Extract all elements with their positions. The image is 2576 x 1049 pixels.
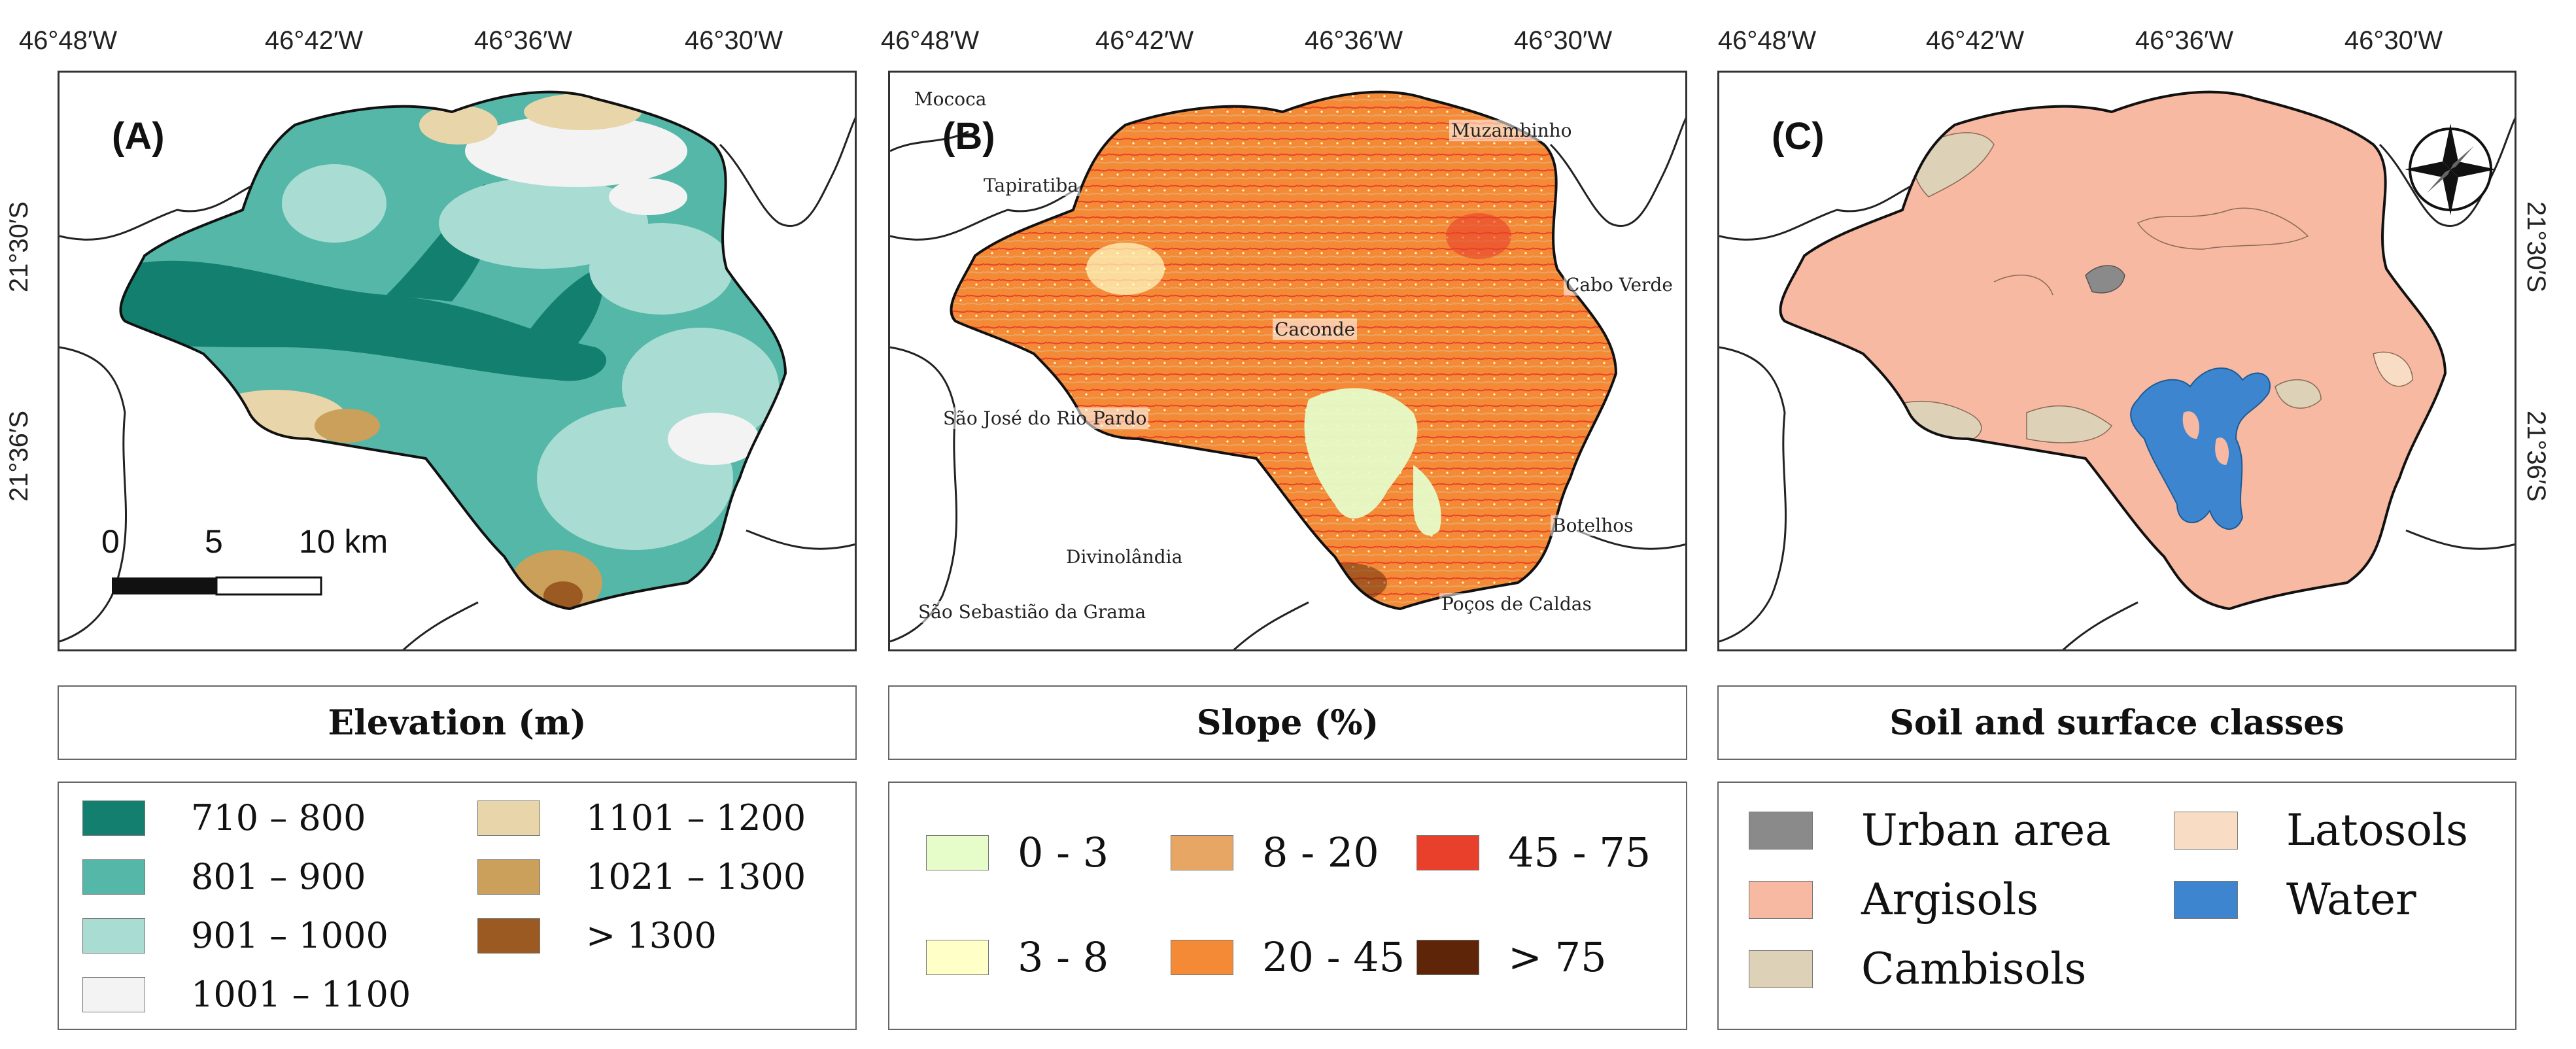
lon-tick-a-1: 46°48′W	[18, 26, 118, 55]
legend-item: 901 – 1000	[82, 915, 388, 956]
legend-item: 8 - 20	[1171, 829, 1379, 876]
panel-label-a: (A)	[112, 115, 165, 158]
legend-swatch	[1417, 939, 1479, 975]
legend-slope: 0 - 3 3 - 8 8 - 20 20 - 45 45 - 75 > 75	[888, 782, 1687, 1030]
legend-label: Latosols	[2286, 805, 2469, 855]
legend-swatch	[1171, 834, 1233, 870]
legend-item: 45 - 75	[1417, 829, 1651, 876]
legend-label: 0 - 3	[1018, 829, 1109, 876]
legend-label: 801 – 900	[191, 856, 366, 897]
legend-label: Cambisols	[1861, 944, 2087, 994]
place-muzambinho: Muzambinho	[1449, 120, 1574, 141]
place-caconde: Caconde	[1273, 318, 1358, 340]
lon-tick-b-3: 46°36′W	[1304, 26, 1403, 55]
legend-item: Argisols	[1749, 874, 2038, 925]
legend-swatch	[82, 800, 145, 836]
legend-swatch	[82, 918, 145, 954]
place-sao-sebastiao-da-grama: São Sebastião da Grama	[916, 601, 1148, 623]
north-arrow-icon	[2405, 124, 2496, 215]
legend-label: 3 - 8	[1018, 933, 1109, 981]
legend-swatch	[2174, 880, 2238, 919]
legend-title-elevation: Elevation (m)	[58, 685, 857, 760]
place-botelhos: Botelhos	[1551, 515, 1636, 536]
lon-tick-c-2: 46°42′W	[1925, 26, 2025, 55]
legend-swatch	[82, 976, 145, 1012]
lon-tick-b-1: 46°48′W	[880, 26, 980, 55]
legend-label: > 1300	[586, 915, 717, 956]
legend-item: Water	[2174, 874, 2416, 925]
panel-label-b: (B)	[942, 115, 995, 158]
legend-swatch	[477, 800, 540, 836]
legend-swatch	[477, 918, 540, 954]
legend-item: 1021 – 1300	[477, 856, 806, 897]
lon-tick-a-4: 46°30′W	[684, 26, 783, 55]
lat-tick-right-2: 21°36′S	[2522, 410, 2551, 502]
lon-tick-b-4: 46°30′W	[1513, 26, 1613, 55]
scale-bar-white-segment	[215, 576, 322, 596]
lat-tick-left-2: 21°36′S	[5, 410, 34, 502]
legend-item: 801 – 900	[82, 856, 366, 897]
legend-swatch	[1749, 880, 1813, 919]
legend-swatch	[1749, 950, 1813, 988]
legend-soil: Urban area Argisols Cambisols Latosols Water	[1717, 782, 2516, 1030]
legend-item: 20 - 45	[1171, 933, 1405, 981]
legend-label: 20 - 45	[1262, 933, 1405, 981]
legend-title-soil: Soil and surface classes	[1717, 685, 2516, 760]
lat-tick-right-1: 21°30′S	[2522, 201, 2551, 293]
lon-tick-a-2: 46°42′W	[264, 26, 364, 55]
legend-item: 710 – 800	[82, 797, 366, 838]
legend-label: 1101 – 1200	[586, 797, 806, 838]
legend-item: 3 - 8	[926, 933, 1108, 981]
legend-swatch	[926, 834, 989, 870]
place-pocos-de-caldas: Poços de Caldas	[1439, 593, 1594, 615]
scale-bar-black-segment	[112, 577, 216, 594]
lon-tick-c-4: 46°30′W	[2344, 26, 2443, 55]
lat-tick-left-1: 21°30′S	[5, 201, 34, 293]
legend-label: 1001 – 1100	[191, 974, 411, 1015]
place-cabo-verde: Cabo Verde	[1564, 274, 1675, 296]
legend-label: 1021 – 1300	[586, 856, 806, 897]
legend-swatch	[1749, 811, 1813, 850]
lon-tick-c-3: 46°36′W	[2135, 26, 2234, 55]
scale-label-5: 5	[205, 523, 223, 560]
legend-item: > 75	[1417, 933, 1607, 981]
legend-item: Urban area	[1749, 805, 2111, 855]
place-sao-jose-do-rio-pardo: São José do Rio Pardo	[941, 407, 1149, 429]
legend-label: 901 – 1000	[191, 915, 388, 956]
legend-title-slope: Slope (%)	[888, 685, 1687, 760]
place-mococa: Mococa	[912, 88, 989, 110]
place-tapiratiba: Tapiratiba	[982, 175, 1080, 196]
map-panel-soil: (C)	[1717, 71, 2516, 651]
lon-tick-b-2: 46°42′W	[1095, 26, 1194, 55]
legend-item: 1001 – 1100	[82, 974, 411, 1015]
panel-label-c: (C)	[1772, 115, 1825, 158]
map-panel-slope: (B) Mococa Tapiratiba Muzambinho Cabo Ve…	[888, 71, 1687, 651]
legend-swatch	[2174, 811, 2238, 850]
legend-label: Water	[2286, 874, 2416, 925]
legend-item: > 1300	[477, 915, 717, 956]
legend-swatch	[1417, 834, 1479, 870]
legend-label: 710 – 800	[191, 797, 366, 838]
legend-label: Argisols	[1861, 874, 2039, 925]
lon-tick-a-3: 46°36′W	[473, 26, 573, 55]
legend-swatch	[477, 859, 540, 895]
legend-swatch	[1171, 939, 1233, 975]
legend-label: > 75	[1508, 933, 1607, 981]
legend-swatch	[82, 859, 145, 895]
legend-label: 45 - 75	[1508, 829, 1651, 876]
legend-item: Cambisols	[1749, 944, 2086, 994]
legend-label: Urban area	[1861, 805, 2111, 855]
place-divinolandia: Divinolândia	[1064, 546, 1185, 568]
scale-label-10km: 10 km	[299, 523, 388, 560]
legend-item: Latosols	[2174, 805, 2468, 855]
legend-item: 0 - 3	[926, 829, 1108, 876]
lon-tick-c-1: 46°48′W	[1717, 26, 1817, 55]
map-panel-elevation: (A) 0 5 10 km	[58, 71, 857, 651]
scale-label-0: 0	[101, 523, 120, 560]
legend-swatch	[926, 939, 989, 975]
legend-elevation: 710 – 800 801 – 900 901 – 1000 1001 – 1100 1…	[58, 782, 857, 1030]
legend-label: 8 - 20	[1262, 829, 1379, 876]
legend-item: 1101 – 1200	[477, 797, 806, 838]
